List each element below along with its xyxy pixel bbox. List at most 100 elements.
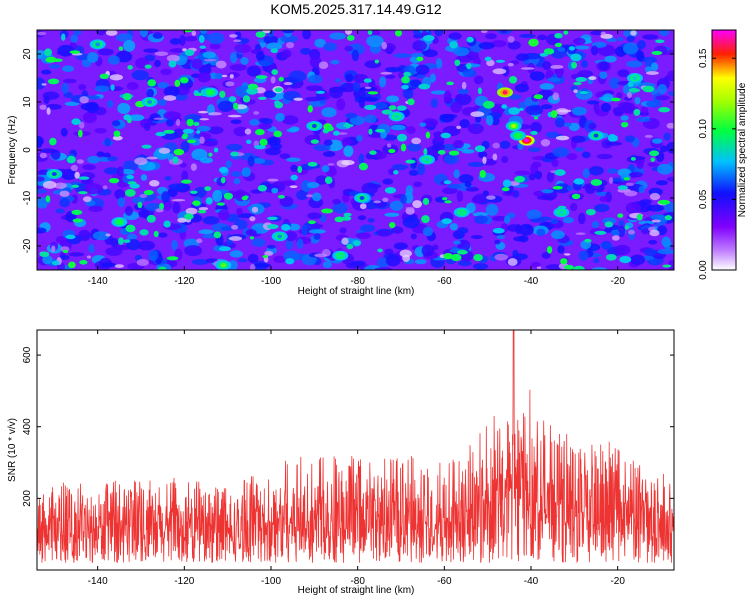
heatmap-low-spot: [267, 178, 279, 182]
heatmap-blob: [256, 51, 265, 61]
heatmap-low-spot: [171, 199, 186, 202]
heatmap-mid-spot: [363, 78, 372, 83]
heatmap-low-spot: [154, 51, 169, 56]
heatmap-blob: [200, 30, 208, 34]
heatmap-low-spot: [399, 249, 412, 258]
heatmap-low-spot: [229, 74, 234, 79]
heatmap-blob: [88, 243, 95, 254]
heatmap-hotspot-core: [116, 220, 122, 224]
heatmap-blob: [357, 215, 367, 221]
heatmap-blob: [526, 209, 542, 220]
heatmap-blob: [386, 95, 399, 103]
heatmap-blob: [169, 48, 186, 53]
heatmap-mid-spot: [308, 220, 316, 225]
heatmap-mid-spot: [267, 216, 278, 221]
heatmap-mid-spot: [651, 50, 663, 55]
heatmap-blob: [56, 51, 73, 56]
heatmap-low-spot: [199, 118, 210, 121]
heatmap-low-spot: [215, 60, 227, 69]
heatmap-low-spot: [461, 81, 467, 90]
heatmap-low-spot: [373, 200, 382, 204]
heatmap-blob: [212, 189, 223, 202]
heatmap-blob: [229, 250, 243, 258]
heatmap-blob: [598, 61, 609, 71]
heatmap-blob: [265, 42, 283, 50]
heatmap-blob: [117, 102, 131, 115]
heatmap-blob: [471, 195, 487, 204]
heatmap-blob: [429, 73, 436, 83]
heatmap-mid-spot: [607, 134, 617, 142]
heatmap-blob: [306, 85, 318, 91]
heatmap-mid-spot: [449, 41, 458, 49]
heatmap-mid-spot: [218, 166, 229, 174]
heatmap-blob: [393, 242, 408, 250]
heatmap-mid-spot: [325, 126, 334, 132]
heatmap-mid-spot: [579, 91, 589, 95]
heatmap-blob: [202, 216, 220, 225]
heatmap-mid-spot: [570, 61, 578, 69]
heatmap-blob: [467, 123, 484, 135]
heatmap-blob: [140, 174, 148, 181]
heatmap-blob: [352, 81, 361, 92]
heatmap-mid-spot: [44, 48, 52, 57]
heatmap-mid-spot: [501, 187, 510, 192]
heatmap-mid-spot: [271, 69, 279, 76]
heatmap-low-spot: [105, 30, 118, 36]
heatmap-blob: [601, 240, 612, 250]
heatmap-blob: [193, 133, 201, 139]
heatmap-blob: [638, 185, 645, 194]
heatmap-blob: [430, 90, 448, 95]
heatmap-low-spot: [492, 142, 500, 149]
heatmap-blob: [323, 42, 338, 52]
y-tick-label: 20: [22, 48, 33, 60]
heatmap-blob: [138, 209, 149, 218]
heatmap-blob: [181, 170, 189, 183]
heatmap-low-spot: [197, 110, 208, 114]
heatmap-blob: [332, 198, 341, 205]
heatmap-blob: [491, 215, 508, 222]
y-tick-label: -10: [22, 190, 33, 205]
heatmap-low-spot: [359, 203, 367, 210]
heatmap-blob: [233, 178, 241, 185]
heatmap-mid-spot: [443, 180, 452, 185]
heatmap-blob: [636, 117, 651, 123]
heatmap-blob: [449, 223, 458, 231]
heatmap-low-spot: [521, 67, 535, 70]
heatmap-blob: [366, 35, 384, 48]
heatmap-blob: [624, 135, 636, 143]
heatmap-blob: [333, 202, 348, 214]
heatmap-blob: [116, 166, 124, 177]
heatmap-blob: [668, 90, 674, 97]
heatmap-mid-spot: [368, 128, 373, 135]
heatmap-mid-spot: [554, 169, 566, 176]
heatmap-blob: [163, 111, 182, 120]
heatmap-mid-spot: [254, 145, 266, 150]
heatmap-blob: [43, 95, 50, 104]
heatmap-blob: [626, 35, 635, 43]
heatmap-mid-spot: [571, 193, 581, 200]
heatmap-blob: [345, 112, 358, 119]
heatmap-mid-spot: [99, 73, 110, 79]
heatmap-blob: [657, 163, 673, 175]
heatmap-mid-spot: [594, 230, 607, 235]
heatmap-mid-spot: [440, 132, 451, 139]
heatmap-mid-spot: [66, 155, 76, 164]
heatmap-mid-spot: [45, 56, 57, 63]
heatmap-blob: [422, 118, 439, 128]
heatmap-mid-spot: [266, 224, 279, 230]
y-tick-label: 400: [22, 418, 33, 435]
heatmap-mid-spot: [617, 185, 628, 191]
heatmap-blob: [115, 50, 133, 63]
heatmap-low-spot: [149, 180, 160, 187]
heatmap-blob: [588, 122, 597, 130]
heatmap-hotspot-core: [311, 124, 317, 128]
heatmap-mid-spot: [381, 109, 393, 115]
heatmap-low-spot: [486, 195, 496, 200]
heatmap-blob: [60, 127, 68, 137]
heatmap-blob: [126, 82, 139, 90]
heatmap-mid-spot: [199, 45, 206, 49]
heatmap-mid-spot: [628, 88, 641, 93]
heatmap-blob: [382, 178, 394, 185]
heatmap-low-spot: [264, 251, 274, 256]
heatmap-mid-spot: [307, 161, 318, 167]
